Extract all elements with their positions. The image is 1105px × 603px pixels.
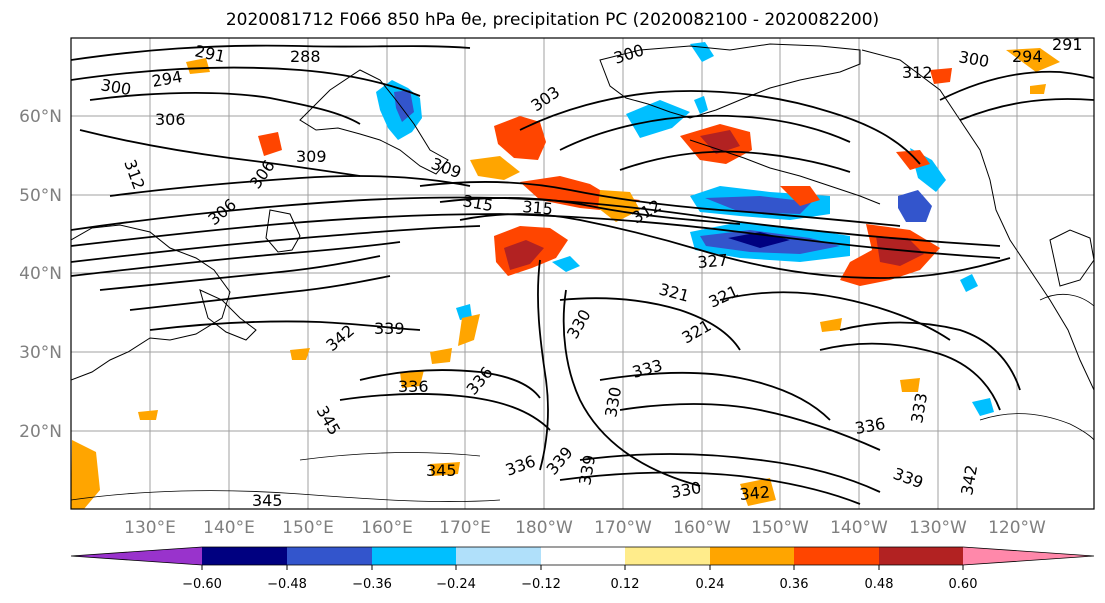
lon-label: 160°W [673,518,731,538]
contour-label: 336 [398,377,429,396]
colorbar-bin [879,547,963,565]
latitude-labels: 60°N 50°N 40°N 30°N 20°N [19,107,62,442]
contour-label: 345 [252,491,283,510]
colorbar-bin [625,547,710,565]
precip-pc-positive-shading [71,48,1060,509]
colorbar-bin [287,547,372,565]
contour-label: 345 [426,461,457,480]
colorbar-bin [372,547,456,565]
lon-label: 130°E [124,518,176,538]
colorbar-bin [794,547,879,565]
theta-e-contours [71,44,1094,505]
contour-label: 339 [374,319,405,338]
colorbar-tick-label: −0.48 [267,577,307,592]
lon-label: 140°W [830,518,888,538]
colorbar-bin [541,547,625,565]
lon-label: 130°W [909,518,967,538]
lon-label: 150°W [751,518,809,538]
lat-label-50n: 50°N [19,186,62,206]
lon-label: 170°E [439,518,491,538]
theta-e-contours-fine [71,293,1094,503]
lat-label-40n: 40°N [19,264,62,284]
contour-label: 342 [739,482,771,504]
contour-label: 288 [290,47,321,66]
colorbar-tick-label: −0.12 [521,577,561,592]
colorbar-tick-label: 0.12 [611,577,640,592]
lat-label-60n: 60°N [19,107,62,127]
colorbar-tick-label: 0.36 [780,577,809,592]
precip-pc-negative-shading [376,42,994,416]
colorbar-extend-min [71,547,202,565]
contour-label: 309 [296,147,327,166]
colorbar-tick-label: 0.48 [865,577,894,592]
contour-label: 306 [155,110,186,129]
contour-label: 312 [902,63,933,82]
lon-label: 160°E [361,518,413,538]
lon-label: 170°W [594,518,652,538]
map-title: 2020081712 F066 850 hPa θe, precipitatio… [225,10,880,30]
lat-label-30n: 30°N [19,343,62,363]
colorbar-tick-label: 0.24 [696,577,725,592]
lon-label: 150°E [282,518,334,538]
colorbar-extend-max [963,547,1094,565]
colorbar-tick-label: 0.60 [949,577,978,592]
lon-label: 180°W [515,518,573,538]
colorbar-bin [456,547,541,565]
colorbar-tick-label: −0.36 [352,577,392,592]
lat-label-20n: 20°N [19,422,62,442]
lon-label: 120°W [988,518,1046,538]
lon-label: 140°E [203,518,255,538]
colorbar-bin [202,547,287,565]
contour-label: 327 [697,250,729,272]
longitude-labels: 130°E 140°E 150°E 160°E 170°E 180°W 170°… [124,518,1046,538]
contour-label: 294 [1012,47,1043,66]
colorbar: −0.60 −0.48 −0.36 −0.24 −0.12 0.12 0.24 … [70,546,1095,592]
map-plot-area [70,37,1095,510]
contour-label: 291 [1052,35,1083,54]
colorbar-tick-label: −0.24 [436,577,476,592]
contour-label: 315 [522,197,554,219]
colorbar-tick-label: −0.60 [182,577,222,592]
colorbar-bin [710,547,794,565]
